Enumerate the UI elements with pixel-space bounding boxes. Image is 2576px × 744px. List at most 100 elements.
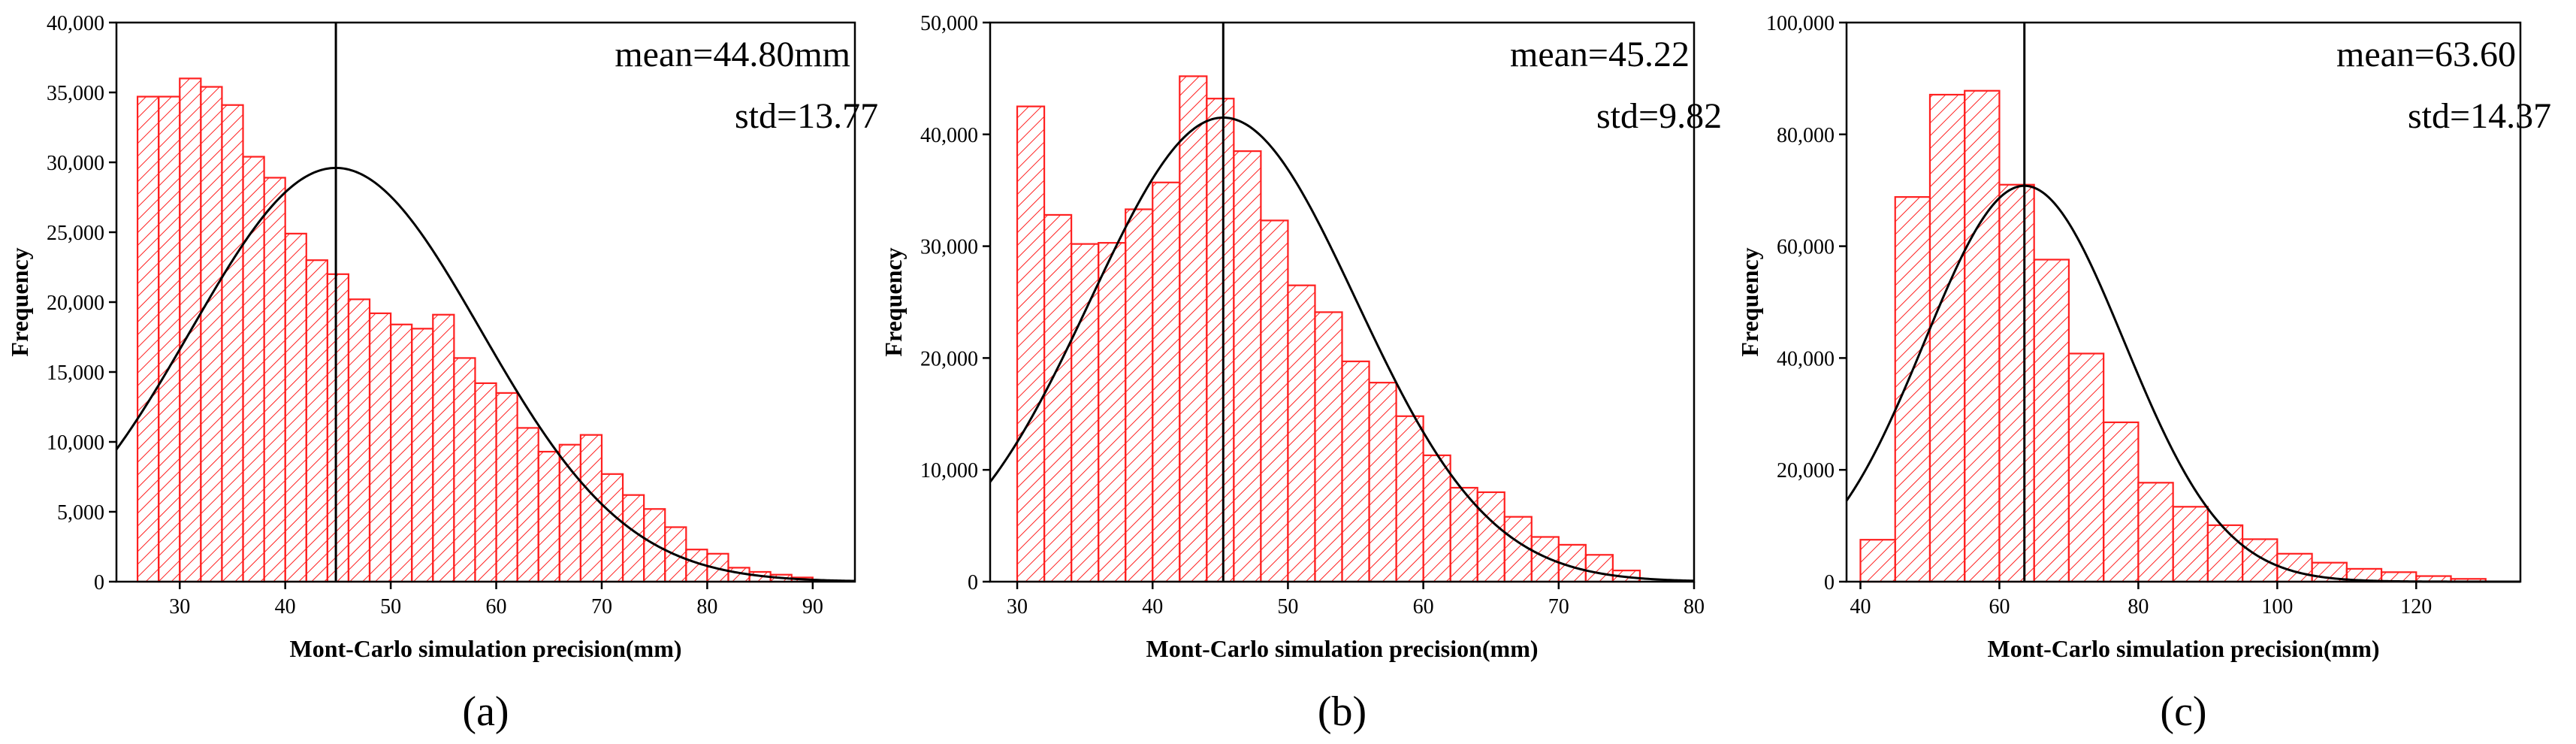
- histogram-bar: [411, 328, 434, 583]
- histogram-bar: [2067, 352, 2105, 583]
- histogram-bar: [579, 434, 603, 583]
- y-tick-label: 50,000: [920, 12, 978, 35]
- histogram-bar: [221, 104, 244, 583]
- panel-c: 40 60 80 100 120 0 20,000 40,000 60,000 80,000 10…: [1736, 12, 2551, 735]
- histogram-bar: [263, 177, 286, 583]
- y-tick-label: 0: [94, 571, 104, 594]
- normal-fit-curve: [115, 166, 856, 582]
- y-axis-title: Frequency: [1736, 247, 1763, 356]
- y-tick-label: 25,000: [47, 222, 104, 245]
- histogram-bar: [2033, 259, 2070, 583]
- histogram-bar: [453, 357, 476, 583]
- x-axis-title: Mont-Carlo simulation precision(mm): [289, 635, 681, 662]
- histogram-bar: [1422, 454, 1451, 583]
- y-axis-ticks: 0 5,000 10,000 15,000 20,000 25,000 30,000 35,0…: [47, 12, 116, 594]
- histogram-bar: [326, 273, 350, 583]
- x-tick-label: 40: [1850, 595, 1871, 618]
- histogram-bar: [1206, 98, 1235, 583]
- std-annotation: std=13.77: [735, 96, 878, 136]
- histogram-bar: [537, 450, 560, 583]
- std-annotation: std=9.82: [1596, 96, 1722, 136]
- histogram-bar: [558, 443, 581, 583]
- histogram-bar: [1341, 360, 1370, 583]
- x-tick-label: 40: [1142, 595, 1163, 618]
- x-tick-label: 120: [2400, 595, 2432, 618]
- histogram-bar: [1476, 491, 1505, 583]
- histogram-bar: [1368, 382, 1397, 583]
- histogram-bar: [432, 313, 455, 583]
- x-tick-label: 90: [802, 595, 823, 618]
- mean-annotation: mean=45.22: [1510, 35, 1690, 74]
- histogram-bar: [1859, 539, 1896, 583]
- histogram-bar: [158, 95, 181, 583]
- histogram-bar: [1503, 516, 1533, 583]
- y-tick-label: 30,000: [47, 152, 104, 175]
- y-tick-label: 10,000: [920, 459, 978, 482]
- histogram-bar: [1098, 242, 1127, 583]
- y-tick-label: 35,000: [47, 82, 104, 105]
- x-axis-ticks: 30 40 50 60 70 80: [1007, 582, 1705, 618]
- x-tick-label: 50: [1277, 595, 1298, 618]
- histogram-bar: [2103, 421, 2140, 583]
- y-tick-label: 80,000: [1777, 124, 1835, 147]
- histogram-bar: [136, 95, 160, 583]
- y-tick-label: 60,000: [1777, 236, 1835, 259]
- histogram-bar: [2137, 482, 2174, 583]
- x-tick-label: 100: [2261, 595, 2293, 618]
- histogram-bar: [1584, 554, 1614, 583]
- histogram-bar: [390, 323, 413, 583]
- y-axis-ticks: 0 10,000 20,000 30,000 40,000 50,000: [920, 12, 990, 594]
- x-tick-label: 80: [2128, 595, 2149, 618]
- histogram-bar: [1287, 284, 1316, 583]
- histogram-bar: [1016, 105, 1046, 583]
- histogram-bar: [2242, 538, 2279, 583]
- histogram-bar: [1314, 311, 1343, 583]
- y-tick-label: 20,000: [920, 347, 978, 370]
- histogram-bar: [495, 392, 518, 583]
- normal-fit-curve: [989, 116, 1695, 582]
- x-tick-label: 80: [696, 595, 717, 618]
- histogram-bar: [516, 427, 539, 583]
- y-axis-ticks: 0 20,000 40,000 60,000 80,000 100,000: [1766, 12, 1847, 594]
- x-tick-label: 60: [1989, 595, 2010, 618]
- x-axis-title: Mont-Carlo simulation precision(mm): [1146, 635, 1538, 662]
- plot-frame: [1845, 21, 2522, 583]
- y-tick-label: 40,000: [920, 124, 978, 147]
- y-tick-label: 40,000: [47, 12, 104, 35]
- x-axis-ticks: 40 60 80 100 120: [1850, 582, 2432, 618]
- x-axis-ticks: 30 40 50 60 70 80 90: [169, 582, 823, 618]
- histogram-bar: [474, 382, 497, 583]
- histogram-bar: [305, 259, 328, 583]
- histogram-bar: [1395, 415, 1424, 583]
- y-tick-label: 30,000: [920, 236, 978, 259]
- panel-label: (c): [2160, 688, 2206, 735]
- x-tick-label: 30: [169, 595, 190, 618]
- panel-label: (b): [1318, 688, 1367, 735]
- x-tick-label: 50: [380, 595, 401, 618]
- histogram-bar: [1894, 196, 1931, 583]
- x-tick-label: 30: [1007, 595, 1028, 618]
- histogram-bar: [1179, 75, 1208, 583]
- histogram-bar: [200, 86, 223, 583]
- histogram-bar: [621, 494, 645, 583]
- histogram-bar: [600, 473, 624, 583]
- bar-series: [1859, 89, 2487, 583]
- mean-annotation: mean=44.80mm: [615, 35, 850, 74]
- histogram-bar: [1043, 213, 1073, 583]
- x-axis-title: Mont-Carlo simulation precision(mm): [1987, 635, 2379, 662]
- panel-a: 30 40 50 60 70 80 90 0 5,000 10,000 15,000 20,000 2…: [6, 12, 878, 735]
- y-tick-label: 20,000: [47, 292, 104, 315]
- histogram-bar: [1260, 219, 1289, 583]
- histogram-bar: [1233, 150, 1262, 583]
- x-tick-label: 60: [1413, 595, 1434, 618]
- histogram-bar: [1964, 89, 2001, 583]
- bar-series: [136, 77, 814, 583]
- histogram-bar: [347, 298, 371, 583]
- std-annotation: std=14.37: [2408, 96, 2551, 136]
- histogram-bar: [284, 232, 307, 583]
- histogram-bar: [1071, 243, 1100, 583]
- y-tick-label: 0: [968, 571, 978, 594]
- histogram-bar: [1125, 208, 1154, 583]
- y-axis-title: Frequency: [6, 247, 33, 356]
